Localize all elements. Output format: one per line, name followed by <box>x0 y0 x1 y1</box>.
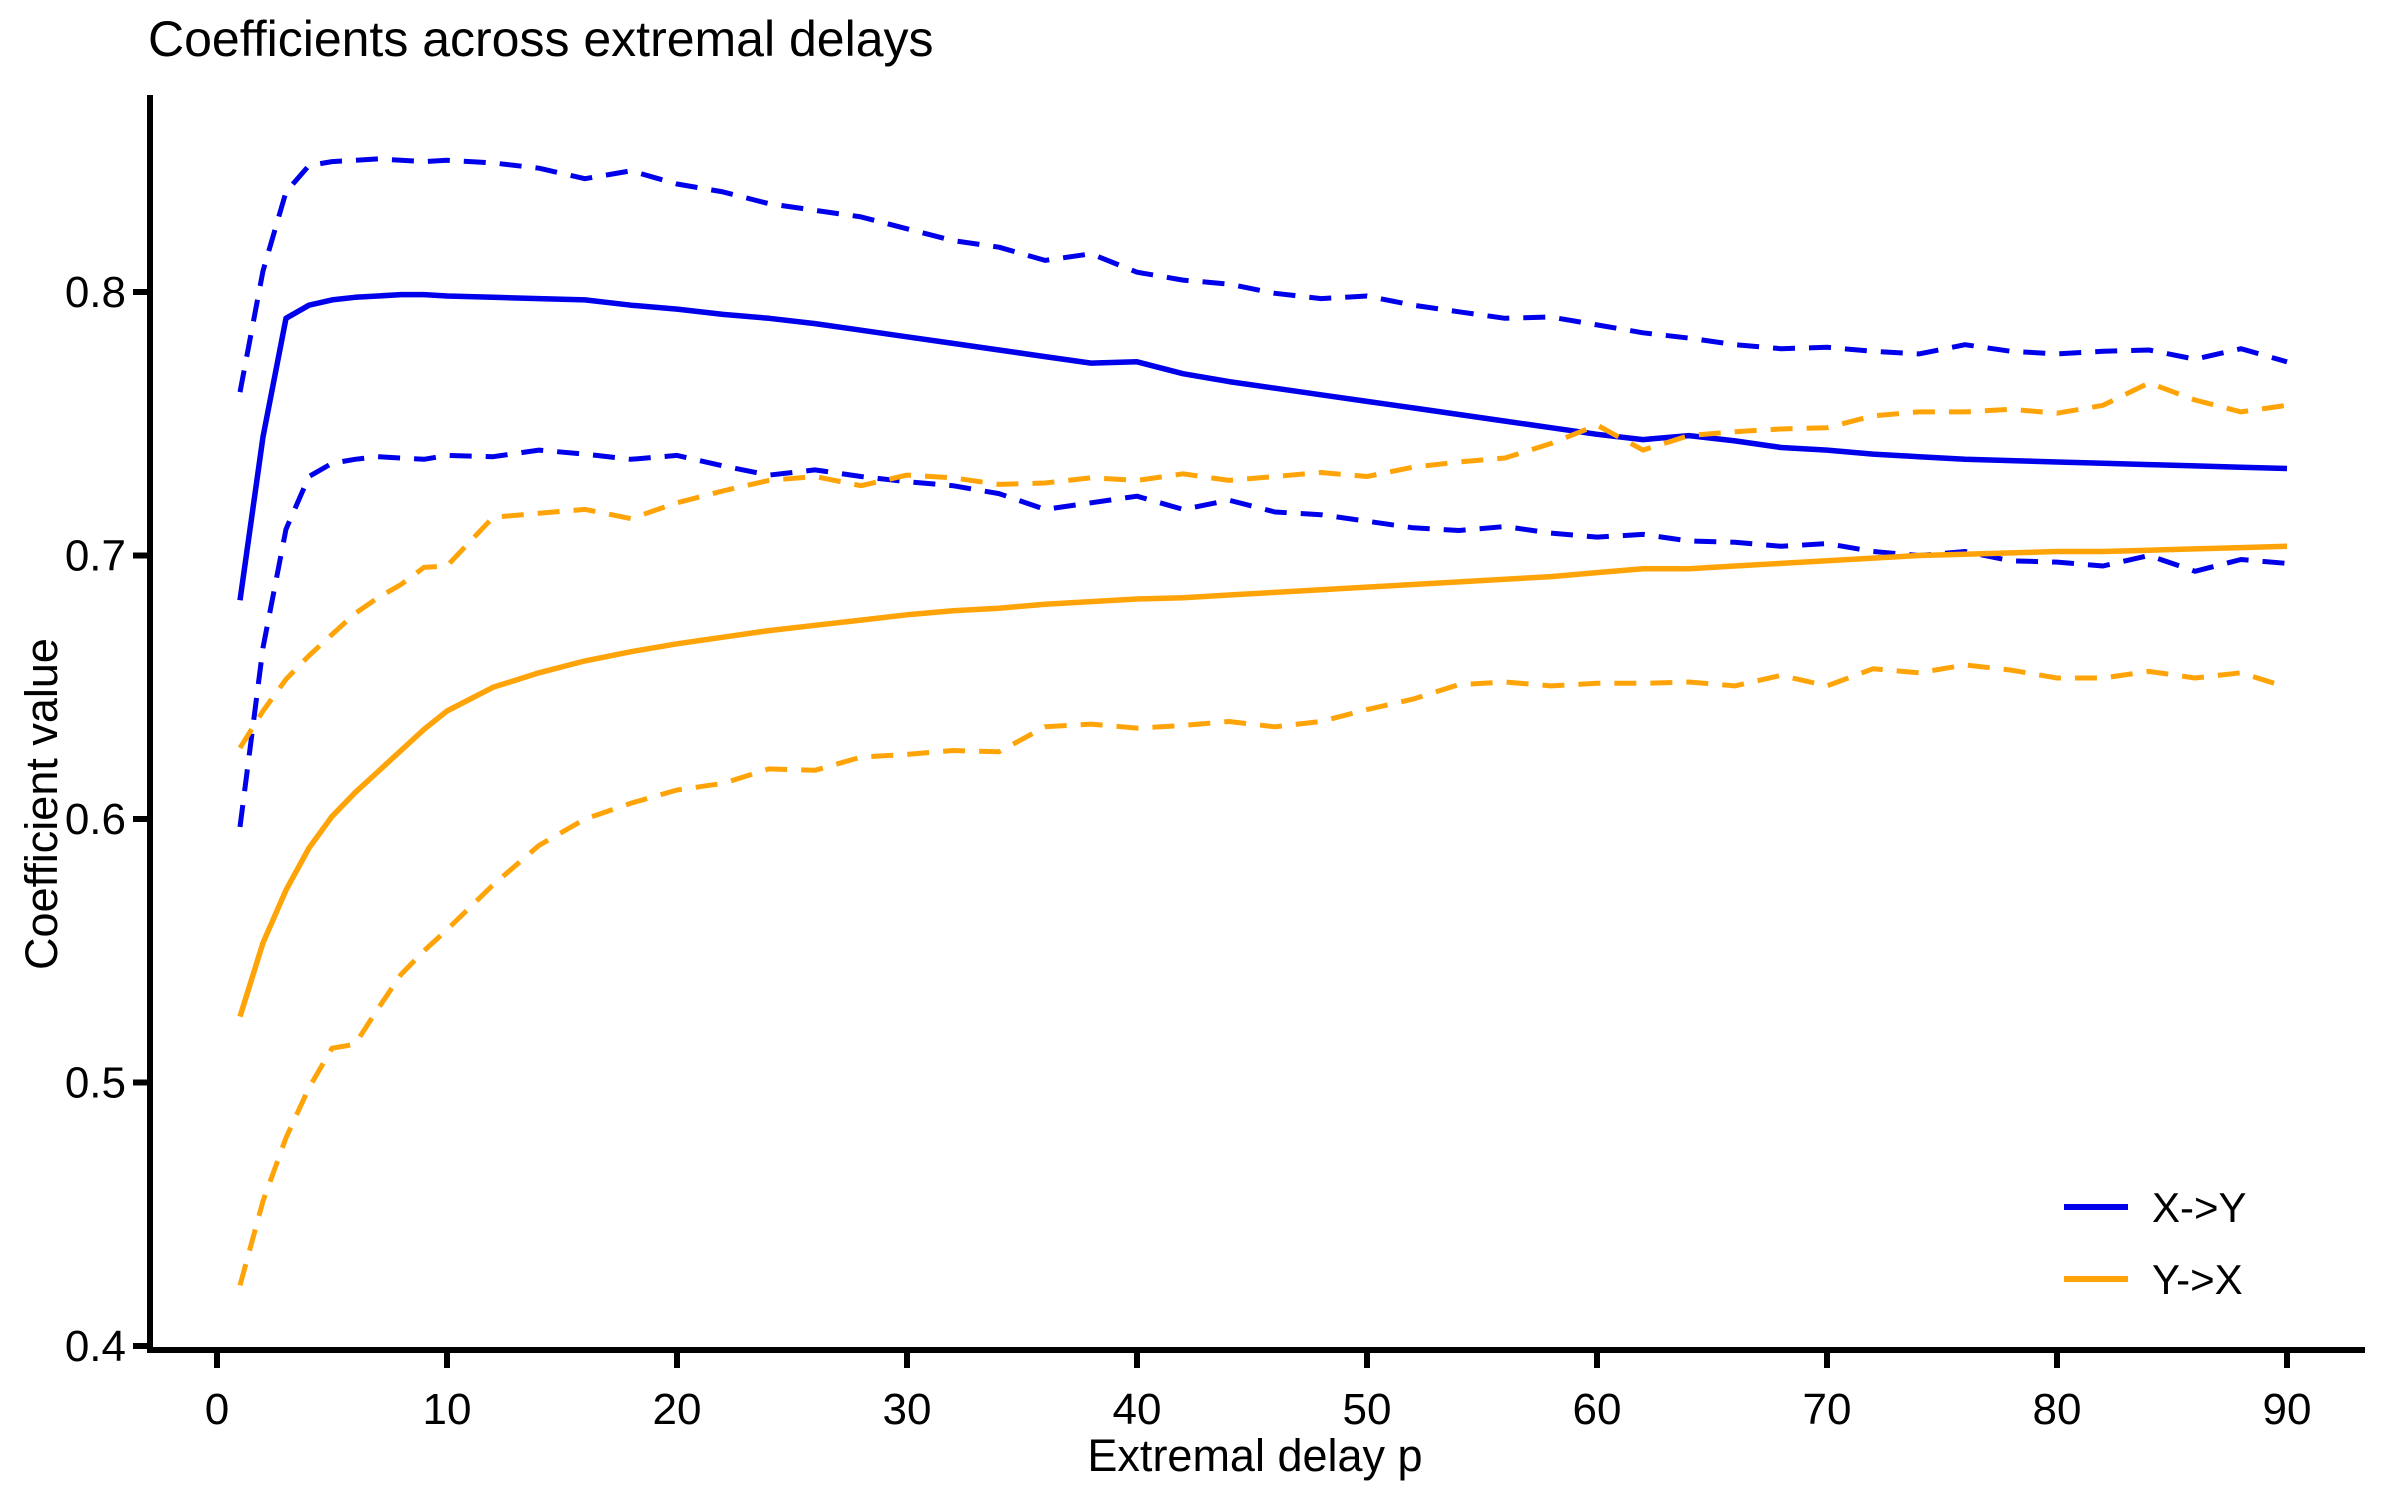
y-tick-label: 0.8 <box>65 268 126 317</box>
x-tick-label: 90 <box>2263 1385 2312 1434</box>
series-line-y-x-lower-band <box>237 662 2288 1287</box>
x-tick-label: 20 <box>653 1385 702 1434</box>
chart-title: Coefficients across extremal delays <box>148 11 934 67</box>
x-tick-label: 30 <box>883 1385 932 1434</box>
x-tick-label: 70 <box>1803 1385 1852 1434</box>
series-line-x-y-mean <box>237 291 2288 601</box>
x-tick-label: 80 <box>2033 1385 2082 1434</box>
x-tick-label: 60 <box>1573 1385 1622 1434</box>
legend-label: X->Y <box>2152 1184 2247 1231</box>
y-tick-label: 0.7 <box>65 532 126 581</box>
legend-label: Y->X <box>2152 1256 2243 1303</box>
x-tick-label: 10 <box>423 1385 472 1434</box>
series-line-x-y-upper-band <box>237 156 2288 393</box>
y-tick-label: 0.4 <box>65 1322 126 1371</box>
x-tick-label: 50 <box>1343 1385 1392 1434</box>
x-axis-label: Extremal delay p <box>1087 1430 1423 1481</box>
series-line-y-x-mean <box>237 543 2288 1018</box>
series-line-x-y-lower-band <box>237 447 2288 828</box>
y-tick-label: 0.6 <box>65 795 126 844</box>
series-line-y-x-upper-band <box>237 380 2288 750</box>
y-tick-label: 0.5 <box>65 1059 126 1108</box>
x-tick-label: 0 <box>205 1385 229 1434</box>
x-tick-label: 40 <box>1113 1385 1162 1434</box>
